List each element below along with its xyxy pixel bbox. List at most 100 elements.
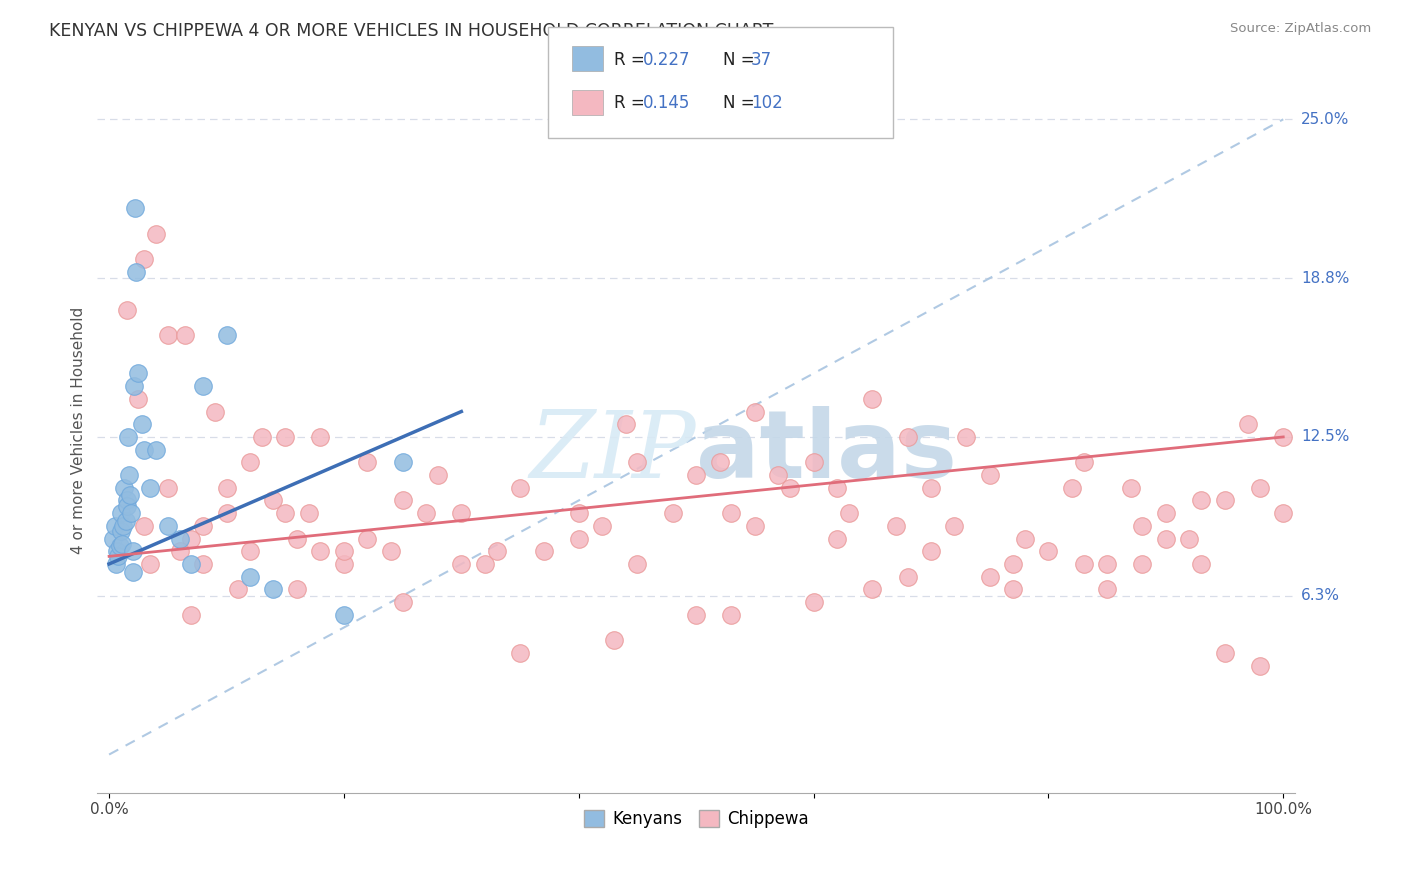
Point bbox=[215, 506, 238, 520]
Point bbox=[1178, 532, 1201, 546]
Point bbox=[115, 499, 138, 513]
Point bbox=[533, 544, 555, 558]
Point bbox=[114, 514, 136, 528]
Point bbox=[215, 328, 238, 343]
Point bbox=[1272, 506, 1295, 520]
Point bbox=[356, 532, 378, 546]
Point bbox=[380, 544, 402, 558]
Point bbox=[110, 506, 132, 520]
Point bbox=[568, 506, 591, 520]
Point bbox=[920, 481, 942, 495]
Point bbox=[1249, 658, 1271, 673]
Text: 12.5%: 12.5% bbox=[1301, 429, 1350, 444]
Point bbox=[1095, 582, 1118, 597]
Point bbox=[568, 532, 591, 546]
Point bbox=[603, 633, 626, 648]
Point bbox=[104, 519, 127, 533]
Point bbox=[127, 367, 149, 381]
Point bbox=[860, 392, 883, 406]
Point bbox=[117, 430, 139, 444]
Point bbox=[450, 557, 472, 571]
Point bbox=[145, 442, 167, 457]
Point bbox=[274, 430, 297, 444]
Point bbox=[204, 404, 226, 418]
Point bbox=[1130, 519, 1153, 533]
Text: KENYAN VS CHIPPEWA 4 OR MORE VEHICLES IN HOUSEHOLD CORRELATION CHART: KENYAN VS CHIPPEWA 4 OR MORE VEHICLES IN… bbox=[49, 22, 773, 40]
Point bbox=[979, 570, 1001, 584]
Point bbox=[485, 544, 508, 558]
Point bbox=[274, 506, 297, 520]
Point bbox=[1073, 557, 1095, 571]
Point bbox=[1189, 493, 1212, 508]
Point bbox=[309, 544, 332, 558]
Text: 37: 37 bbox=[751, 51, 772, 69]
Point bbox=[139, 557, 162, 571]
Text: 6.3%: 6.3% bbox=[1301, 588, 1340, 603]
Point bbox=[591, 519, 613, 533]
Point bbox=[509, 646, 531, 660]
Point bbox=[720, 506, 742, 520]
Point bbox=[333, 607, 356, 622]
Text: 18.8%: 18.8% bbox=[1301, 270, 1350, 285]
Point bbox=[191, 379, 214, 393]
Point bbox=[125, 265, 148, 279]
Point bbox=[709, 455, 731, 469]
Point bbox=[744, 404, 766, 418]
Point bbox=[825, 532, 848, 546]
Point bbox=[825, 481, 848, 495]
Point bbox=[191, 519, 214, 533]
Point bbox=[118, 468, 141, 483]
Point bbox=[1073, 455, 1095, 469]
Point bbox=[174, 328, 197, 343]
Point bbox=[239, 544, 262, 558]
Point bbox=[391, 595, 413, 609]
Point bbox=[226, 582, 249, 597]
Point bbox=[884, 519, 907, 533]
Point bbox=[1002, 557, 1025, 571]
Point bbox=[779, 481, 801, 495]
Point bbox=[121, 565, 143, 579]
Point bbox=[101, 532, 124, 546]
Point bbox=[250, 430, 273, 444]
Point bbox=[134, 519, 156, 533]
Point bbox=[127, 392, 149, 406]
Point bbox=[239, 570, 262, 584]
Point bbox=[145, 227, 167, 241]
Text: N =: N = bbox=[723, 95, 759, 112]
Point bbox=[111, 536, 134, 550]
Point bbox=[1095, 557, 1118, 571]
Point bbox=[920, 544, 942, 558]
Point bbox=[169, 532, 191, 546]
Point bbox=[110, 524, 132, 538]
Point bbox=[1189, 557, 1212, 571]
Point bbox=[124, 201, 146, 215]
Text: Source: ZipAtlas.com: Source: ZipAtlas.com bbox=[1230, 22, 1371, 36]
Text: ZIP: ZIP bbox=[530, 408, 696, 498]
Point bbox=[426, 468, 449, 483]
Point bbox=[415, 506, 437, 520]
Point bbox=[838, 506, 860, 520]
Text: atlas: atlas bbox=[696, 407, 957, 499]
Point bbox=[156, 328, 179, 343]
Point bbox=[115, 302, 138, 317]
Point bbox=[156, 481, 179, 495]
Point bbox=[333, 544, 356, 558]
Point bbox=[285, 582, 308, 597]
Point bbox=[285, 532, 308, 546]
Point bbox=[1002, 582, 1025, 597]
Text: 25.0%: 25.0% bbox=[1301, 112, 1350, 127]
Point bbox=[180, 607, 202, 622]
Point bbox=[614, 417, 637, 432]
Text: 0.145: 0.145 bbox=[643, 95, 690, 112]
Point bbox=[1272, 430, 1295, 444]
Point bbox=[309, 430, 332, 444]
Point bbox=[1014, 532, 1036, 546]
Point bbox=[115, 493, 138, 508]
Text: N =: N = bbox=[723, 51, 759, 69]
Point bbox=[121, 544, 143, 558]
Point bbox=[131, 417, 153, 432]
Point bbox=[139, 481, 162, 495]
Point bbox=[896, 570, 918, 584]
Point bbox=[120, 488, 142, 502]
Point bbox=[661, 506, 683, 520]
